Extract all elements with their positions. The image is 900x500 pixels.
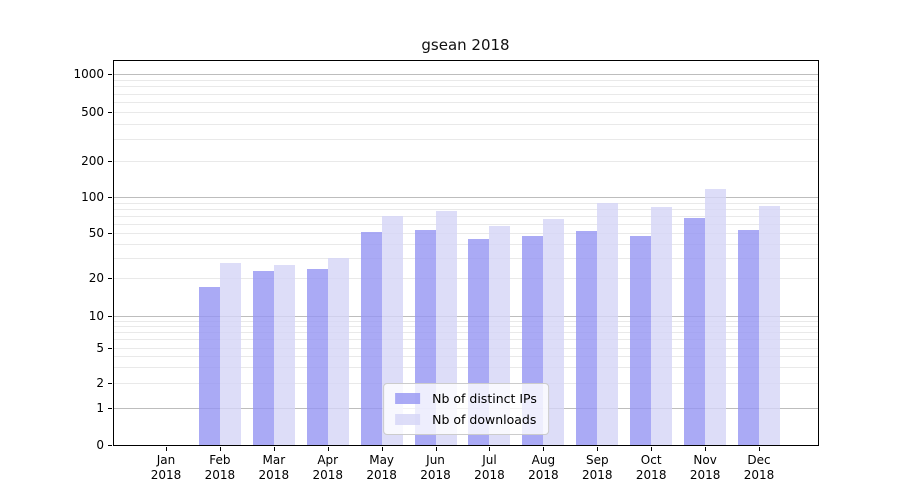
y-gridline-minor [114, 367, 818, 369]
y-gridline-minor [114, 347, 818, 349]
y-gridline-major [114, 316, 818, 317]
y-tick-mark [108, 277, 112, 279]
x-tick-mark [651, 447, 653, 451]
bar-downloads [273, 264, 295, 445]
x-tick-mark [435, 447, 437, 451]
y-gridline-minor [114, 320, 818, 322]
bar-downloads [597, 202, 619, 445]
y-gridline-minor [114, 161, 818, 162]
chart-title: gsean 2018 [421, 36, 510, 54]
y-tick-mark [108, 233, 112, 235]
y-tick-label: 50 [88, 226, 104, 241]
y-tick-mark [108, 382, 112, 384]
y-tick-label: 500 [81, 104, 104, 119]
y-tick-label: 10 [88, 309, 104, 323]
y-gridline-minor [114, 101, 818, 103]
x-tick-label: May 2018 [366, 453, 397, 482]
y-gridline-minor [114, 111, 818, 113]
y-tick-mark [108, 197, 112, 198]
legend-label-downloads: Nb of downloads [432, 412, 537, 427]
legend-item-distinct-ips: Nb of distinct IPs [395, 391, 537, 406]
x-tick-mark [543, 447, 545, 451]
legend-swatch-downloads-icon [395, 414, 421, 425]
x-tick-label: Mar 2018 [258, 453, 290, 482]
bar-downloads [651, 206, 673, 445]
plot-area: Nb of distinct IPs Nb of downloads 0 1 2 5 1… [73, 60, 819, 482]
y-gridline-major [114, 74, 818, 76]
x-tick-mark [705, 447, 707, 451]
y-tick-label: 5 [96, 340, 104, 355]
legend-swatch-distinct-ips-icon [395, 393, 421, 404]
y-gridline-minor [114, 356, 818, 358]
y-gridline-minor [114, 86, 818, 88]
x-tick-mark [759, 447, 760, 451]
y-gridline-minor [114, 244, 818, 246]
y-gridline-minor [114, 123, 818, 125]
bar-distinct-ips [360, 232, 382, 445]
x-tick-label: Aug 2018 [528, 453, 559, 482]
y-gridline-minor [114, 233, 818, 235]
x-tick-label: Jun 2018 [420, 453, 451, 482]
y-gridline-minor [114, 139, 818, 141]
legend-label-distinct-ips: Nb of distinct IPs [432, 391, 537, 406]
bar-distinct-ips [576, 231, 598, 445]
y-tick-mark [108, 161, 112, 162]
y-gridline-minor [114, 223, 818, 225]
bar-distinct-ips [684, 217, 706, 445]
x-tick-label: Nov 2018 [689, 453, 721, 482]
y-gridline-minor [114, 277, 818, 279]
x-tick-mark [166, 447, 167, 451]
x-tick-label: Jul 2018 [474, 453, 505, 482]
y-tick-mark [108, 444, 112, 446]
y-tick-mark [108, 347, 112, 349]
y-gridline-minor [114, 93, 818, 95]
legend-item-downloads: Nb of downloads [395, 412, 537, 427]
x-tick-label: Sep 2018 [581, 453, 613, 482]
bar-distinct-ips [198, 286, 220, 445]
y-gridline-major [114, 197, 818, 198]
y-tick-label: 1 [96, 400, 104, 415]
x-tick-label: Feb 2018 [204, 453, 236, 482]
x-tick-mark [327, 447, 329, 451]
bar-downloads [705, 188, 727, 445]
y-tick-label: 1000 [73, 67, 104, 82]
bar-distinct-ips [252, 270, 274, 445]
y-gridline-minor [114, 215, 818, 217]
y-gridline-minor [114, 339, 818, 341]
x-tick-label: Jan 2018 [150, 453, 182, 482]
y-gridline-minor [114, 332, 818, 334]
y-gridline-minor [114, 202, 818, 204]
bar-downloads [327, 258, 349, 445]
x-tick-mark [273, 447, 275, 451]
bar-downloads [219, 263, 241, 445]
legend: Nb of distinct IPs Nb of downloads [383, 383, 549, 435]
y-tick-mark [108, 316, 112, 317]
x-tick-mark [381, 447, 383, 451]
bar-downloads [759, 206, 780, 445]
y-tick-mark [108, 407, 112, 409]
y-gridline-minor [114, 258, 818, 260]
x-tick-label: Dec 2018 [743, 453, 775, 482]
y-tick-label: 2 [96, 375, 104, 390]
bar-distinct-ips [738, 230, 759, 445]
x-tick-label: Oct 2018 [635, 453, 667, 482]
x-tick-mark [489, 447, 491, 451]
y-tick-label: 200 [81, 154, 104, 168]
y-tick-mark [108, 111, 112, 113]
y-tick-label: 0 [96, 437, 104, 452]
y-tick-label: 20 [88, 270, 104, 285]
bar-distinct-ips [306, 268, 328, 445]
x-tick-mark [219, 447, 221, 451]
y-tick-label: 100 [81, 190, 104, 204]
y-gridline-minor [114, 326, 818, 328]
y-gridline-minor [114, 79, 818, 81]
x-tick-mark [597, 447, 599, 451]
y-tick-mark [108, 74, 112, 76]
y-gridline-minor [114, 208, 818, 210]
bar-distinct-ips [630, 236, 652, 445]
x-tick-label: Apr 2018 [312, 453, 343, 482]
